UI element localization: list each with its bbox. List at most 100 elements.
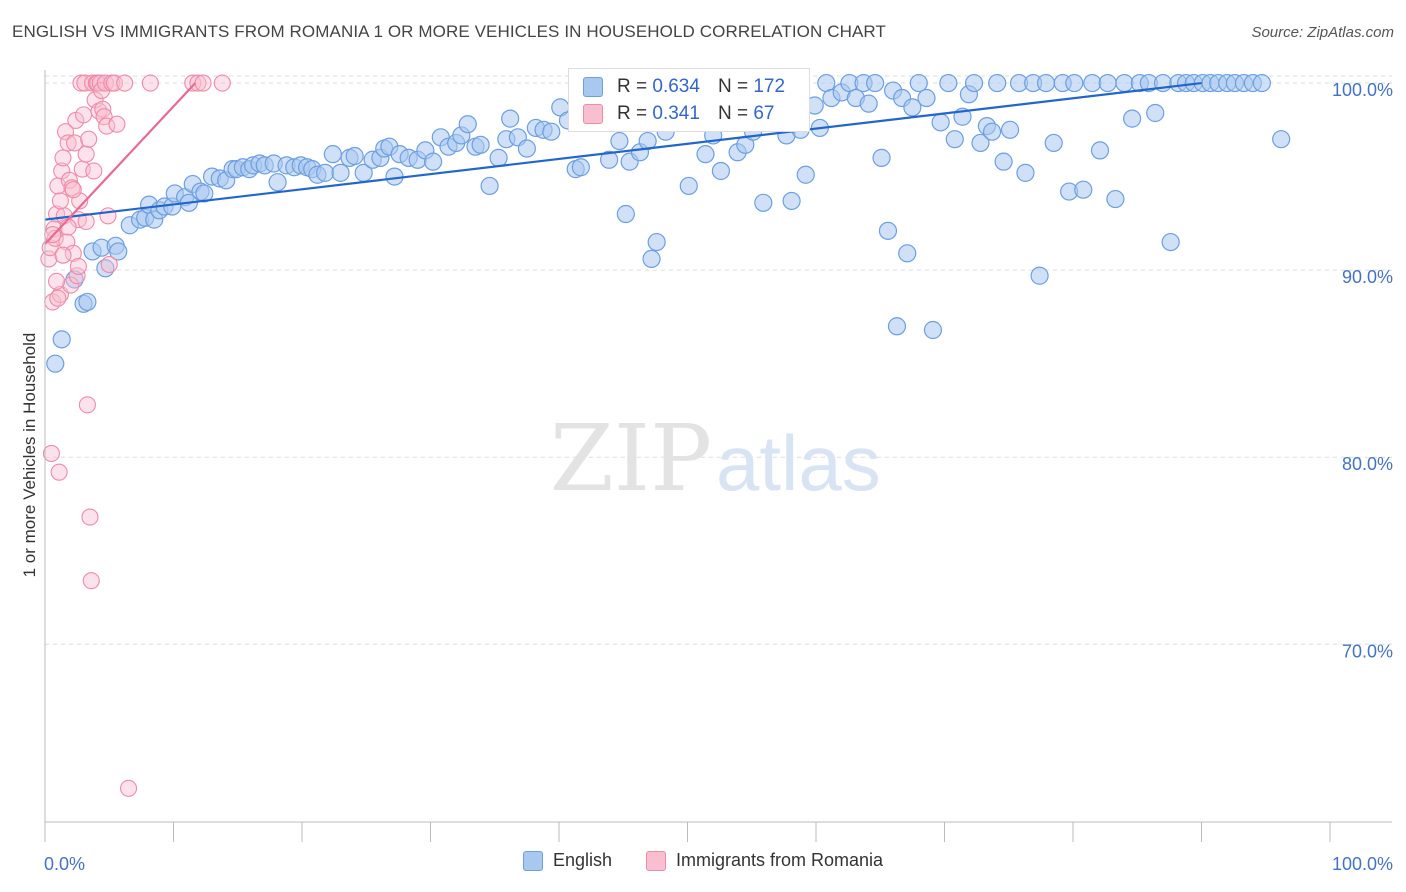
english-point bbox=[872, 148, 891, 167]
romania-point bbox=[49, 289, 67, 307]
chart-title: ENGLISH VS IMMIGRANTS FROM ROMANIA 1 OR … bbox=[12, 22, 886, 41]
romania-point bbox=[116, 74, 134, 92]
english-point bbox=[1074, 180, 1093, 199]
english-point bbox=[195, 184, 214, 203]
romania-point bbox=[108, 115, 126, 133]
romania-r-value: 0.341 bbox=[652, 103, 700, 124]
legend-label-romania: Immigrants from Romania bbox=[675, 850, 884, 870]
romania-point bbox=[51, 192, 69, 210]
english-point bbox=[1146, 103, 1165, 123]
legend-item-english[interactable]: English bbox=[522, 850, 612, 871]
english-point bbox=[909, 73, 928, 93]
english-point bbox=[323, 145, 342, 164]
english-point bbox=[866, 73, 885, 93]
romania-point bbox=[98, 117, 116, 135]
english-point bbox=[982, 122, 1002, 141]
english-point bbox=[931, 113, 950, 132]
english-point bbox=[517, 139, 536, 158]
romania-point bbox=[141, 74, 159, 92]
romania-point bbox=[42, 444, 60, 463]
english-point bbox=[52, 330, 71, 349]
english-point bbox=[46, 354, 65, 373]
y-tick-label: 80.0% bbox=[1342, 454, 1393, 474]
romania-point bbox=[50, 463, 68, 481]
english-point bbox=[939, 73, 958, 93]
romania-legend-swatch bbox=[645, 850, 666, 871]
romania-point bbox=[78, 396, 96, 414]
stats-row-english: R = 0.634 N = 172 bbox=[583, 73, 785, 101]
romania-point bbox=[100, 255, 118, 274]
r-label: R = bbox=[617, 103, 648, 124]
english-point bbox=[1252, 73, 1271, 93]
english-swatch bbox=[583, 77, 603, 97]
romania-point bbox=[69, 257, 87, 275]
english-point bbox=[600, 150, 619, 169]
romania-point bbox=[62, 276, 80, 294]
romania-swatch bbox=[583, 104, 603, 124]
english-point bbox=[78, 292, 97, 312]
english-point bbox=[1098, 73, 1117, 93]
english-point bbox=[971, 133, 990, 153]
english-point bbox=[1016, 163, 1035, 182]
english-point bbox=[1106, 189, 1125, 209]
romania-point bbox=[54, 246, 72, 264]
axes: 100.0% 90.0% 80.0% 70.0% 0.0% 100.0% bbox=[44, 70, 1393, 874]
romania-point bbox=[85, 162, 103, 180]
english-point bbox=[1000, 120, 1020, 139]
english-point bbox=[331, 163, 350, 182]
romania-point bbox=[57, 123, 75, 141]
english-point bbox=[642, 249, 661, 269]
english-point bbox=[782, 191, 801, 211]
source-credit: Source: ZipAtlas.com bbox=[1251, 24, 1394, 41]
romania-point bbox=[96, 74, 114, 92]
english-point bbox=[1083, 73, 1102, 93]
romania-point bbox=[189, 74, 207, 92]
english-point bbox=[1044, 133, 1063, 153]
english-point bbox=[610, 131, 629, 151]
english-point bbox=[1090, 141, 1110, 160]
romania-point bbox=[213, 74, 231, 92]
english-point bbox=[754, 193, 773, 212]
english-point bbox=[964, 73, 984, 93]
english-point bbox=[1030, 266, 1049, 285]
romania-point bbox=[48, 272, 66, 290]
n-label: N = bbox=[717, 76, 749, 97]
romania-point bbox=[64, 244, 82, 262]
english-point bbox=[542, 122, 561, 141]
romania-point bbox=[54, 149, 72, 167]
english-point bbox=[994, 152, 1013, 171]
english-point bbox=[1065, 73, 1084, 93]
romania-point bbox=[64, 181, 82, 199]
romania-trend-line bbox=[44, 82, 197, 245]
romania-point bbox=[66, 134, 84, 152]
english-point bbox=[480, 176, 499, 196]
legend: English Immigrants from Romania bbox=[0, 850, 1406, 871]
english-point bbox=[887, 317, 907, 336]
english-point bbox=[878, 221, 898, 240]
english-r-value: 0.634 bbox=[652, 76, 700, 97]
n-label: N = bbox=[717, 103, 749, 124]
romania-point bbox=[77, 212, 95, 231]
romania-point bbox=[119, 779, 138, 797]
romania-point bbox=[59, 134, 77, 152]
english-point bbox=[711, 161, 731, 181]
english-point bbox=[1115, 73, 1134, 93]
y-tick-label: 90.0% bbox=[1342, 267, 1393, 287]
english-n-value: 172 bbox=[753, 76, 786, 97]
english-point bbox=[345, 146, 364, 166]
english-point bbox=[1161, 232, 1180, 252]
stats-box: R = 0.634 N = 172 R = 0.341 N = 67 bbox=[568, 68, 810, 132]
english-point bbox=[501, 109, 520, 128]
english-point bbox=[423, 152, 443, 171]
y-tick-label: 70.0% bbox=[1342, 641, 1393, 661]
watermark-zip: ZIP bbox=[550, 405, 712, 512]
english-point bbox=[696, 145, 715, 164]
legend-item-romania[interactable]: Immigrants from Romania bbox=[645, 850, 884, 871]
x-tick-label-max: 100.0% bbox=[1332, 854, 1393, 874]
romania-n-value: 67 bbox=[753, 103, 775, 124]
x-tick-label-min: 0.0% bbox=[44, 854, 85, 874]
english-point bbox=[923, 320, 943, 340]
trend-lines bbox=[44, 81, 1202, 245]
english-point bbox=[647, 232, 666, 252]
english-legend-swatch bbox=[522, 850, 543, 871]
